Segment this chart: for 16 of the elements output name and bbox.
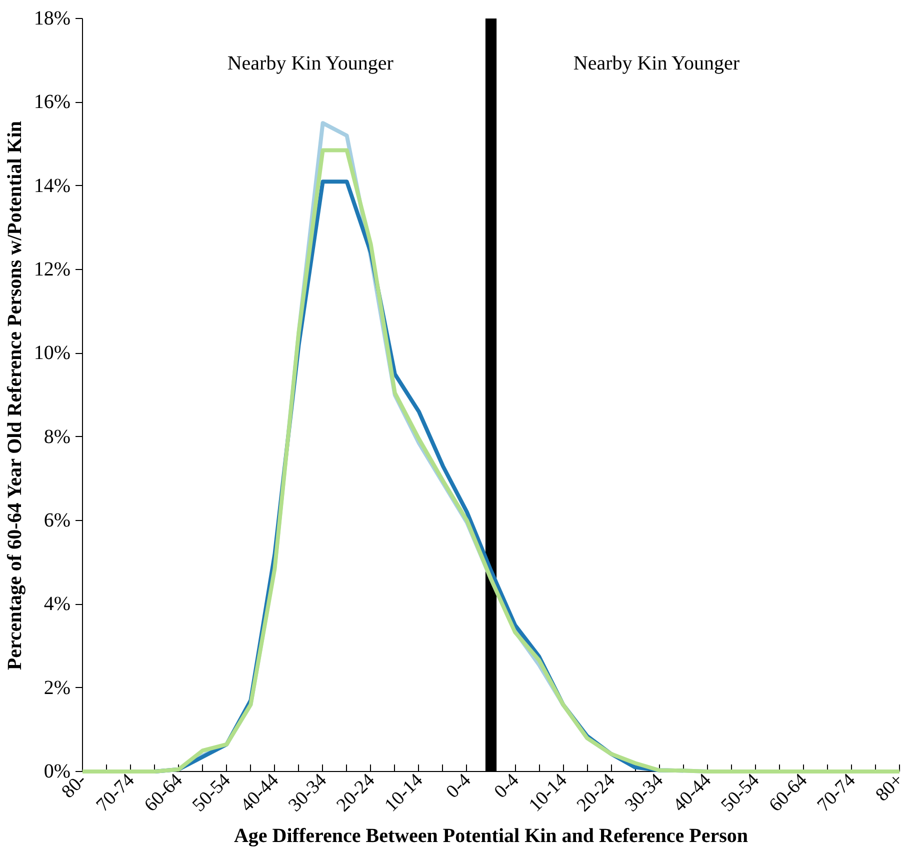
y-axis-title: Percentage of 60-64 Year Old Reference Persons w/Potential Kin bbox=[4, 120, 26, 670]
y-tick-label: 18% bbox=[34, 8, 71, 30]
y-tick-label: 2% bbox=[44, 676, 71, 699]
x-tick-label: 0-4 bbox=[442, 769, 476, 803]
y-tick-label: 4% bbox=[44, 593, 71, 616]
x-tick-label: 0-4 bbox=[490, 769, 524, 803]
y-tick-label: 12% bbox=[34, 258, 71, 280]
x-axis-title: Age Difference Between Potential Kin and Reference Person bbox=[234, 825, 748, 848]
y-tick-label: 6% bbox=[44, 510, 71, 532]
y-tick-label: 16% bbox=[34, 91, 71, 114]
annotation: Nearby Kin Younger bbox=[573, 52, 740, 75]
y-tick-label: 14% bbox=[34, 174, 71, 197]
annotation: Nearby Kin Younger bbox=[227, 52, 394, 75]
y-tick-label: 8% bbox=[44, 426, 71, 448]
x-tick-label: 80+ bbox=[872, 770, 907, 806]
y-tick-label: 10% bbox=[34, 342, 71, 364]
